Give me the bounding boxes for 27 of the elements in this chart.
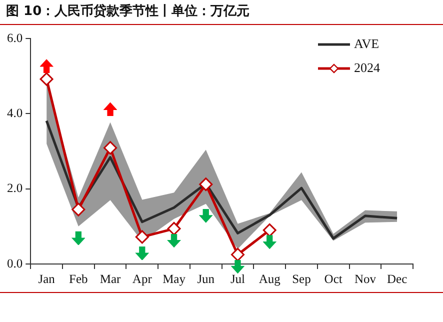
y-tick-label: 0.0 [7, 256, 23, 270]
x-tick-label: Oct [324, 272, 343, 286]
x-tick-label: Nov [354, 272, 377, 286]
x-tick-label: Jan [38, 272, 56, 286]
point [262, 223, 276, 237]
x-tick-label: May [162, 272, 186, 286]
x-tick-label: Jun [197, 272, 216, 286]
y-tick-label: 4.0 [7, 106, 23, 120]
x-tick-label: Feb [69, 272, 88, 286]
y-tick-label: 2.0 [7, 181, 23, 196]
point [135, 230, 149, 244]
x-tick-label: Apr [132, 272, 153, 286]
point [72, 202, 86, 216]
point [40, 72, 54, 86]
x-tick-label: Jul [230, 272, 246, 286]
point [199, 178, 213, 192]
legend-label: AVE [354, 36, 380, 51]
y-tick-label: 6.0 [7, 30, 23, 45]
legend-label: 2024 [354, 60, 380, 75]
x-tick-label: Aug [258, 272, 282, 286]
chart-title: 图 10：人民币贷款季节性丨单位：万亿元 [6, 2, 250, 20]
x-tick-label: Mar [100, 272, 122, 286]
point [167, 222, 181, 236]
x-tick-label: Sep [292, 272, 311, 286]
x-tick-label: Dec [387, 272, 408, 286]
point [230, 248, 244, 262]
point [104, 141, 118, 155]
